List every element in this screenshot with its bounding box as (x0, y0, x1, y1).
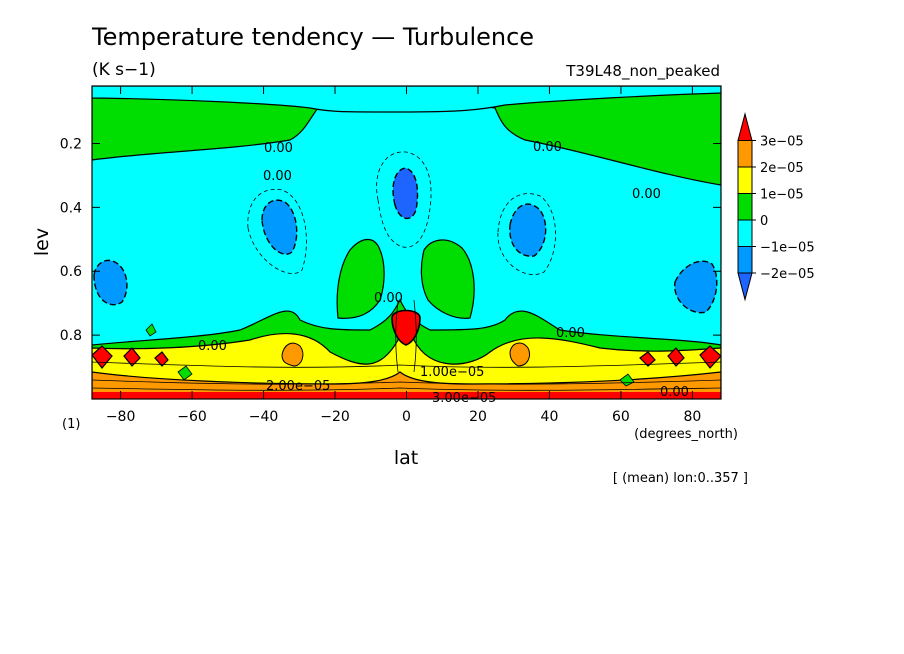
x-tick-label: 80 (683, 409, 701, 425)
negative-contour (247, 188, 307, 274)
y-axis: 0.2 0.4 0.6 0.8 (60, 136, 721, 344)
positive-region-center-right (420, 239, 475, 319)
x-tick-label: −60 (177, 409, 207, 425)
contour-label: 0.00 (533, 140, 562, 155)
contour-label: 0.00 (374, 291, 403, 306)
contour-field (92, 86, 721, 399)
positive-region-center-left (336, 238, 385, 319)
colorbar-label: 0 (760, 214, 768, 229)
negative-core-far-left (93, 259, 128, 306)
x-axis-units: (degrees_north) (634, 427, 738, 442)
footnote: [ (mean) lon:0..357 ] (613, 471, 748, 486)
y-axis-title: lev (31, 228, 53, 256)
negative-contour (376, 151, 432, 248)
positive-region-orange-left (281, 342, 304, 367)
y-tick-label: 0.8 (60, 328, 82, 344)
x-tick-label: 40 (541, 409, 559, 425)
y-tick-label: 0.2 (60, 136, 82, 152)
x-tick-label: −40 (249, 409, 279, 425)
positive-region-orange-right (509, 342, 531, 367)
colorbar-swatch (737, 219, 753, 247)
red-surface-diamonds (92, 345, 721, 369)
colorbar-label: 3e−05 (760, 135, 804, 150)
colorbar-swatch (737, 193, 753, 221)
contour-label: 0.00 (660, 385, 689, 400)
colorbar-bottom-arrow (737, 272, 753, 302)
negative-core-upper-center (392, 167, 419, 220)
negative-core-far-right (674, 260, 718, 314)
top-cyan-cap (92, 86, 721, 113)
negative-core-left (261, 199, 298, 255)
colorbar-swatch (737, 166, 753, 194)
x-tick-label: 20 (469, 409, 487, 425)
x-tick-label: 0 (402, 409, 411, 425)
contour-label: 1.00e−05 (420, 365, 484, 380)
colorbar-label: 2e−05 (760, 161, 804, 176)
x-tick-label: 60 (612, 409, 630, 425)
colorbar: 3e−05 2e−05 1e−05 0 −1e−05 −2e−05 (737, 112, 815, 302)
units-label: (K s−1) (92, 60, 156, 80)
contour-label: 2.00e−05 (266, 379, 330, 394)
colorbar-label: −1e−05 (760, 241, 815, 256)
x-axis-title: lat (394, 447, 418, 469)
colorbar-top-arrow (737, 112, 753, 141)
contour-label: 0.00 (263, 169, 292, 184)
colorbar-label: −2e−05 (760, 267, 815, 282)
negative-core-right (509, 203, 547, 257)
contour-label: 0.00 (556, 326, 585, 341)
contour-label: 0.00 (264, 141, 293, 156)
y-axis-units: (1) (62, 417, 80, 432)
y-tick-label: 0.6 (60, 264, 82, 280)
contour-label: 0.00 (632, 187, 661, 202)
negative-contour (497, 193, 556, 275)
contour-label: 3.00e−05 (432, 391, 496, 406)
colorbar-swatch (737, 140, 753, 168)
chart-title: Temperature tendency — Turbulence (91, 23, 534, 51)
run-label: T39L48_non_peaked (565, 62, 720, 81)
x-tick-label: −80 (106, 409, 136, 425)
y-tick-label: 0.4 (60, 200, 82, 216)
contour-label: 0.00 (198, 339, 227, 354)
x-tick-label: −20 (320, 409, 350, 425)
colorbar-swatch (737, 246, 753, 274)
x-axis: −80 −60 −40 −20 0 20 40 60 80 (106, 86, 701, 425)
colorbar-label: 1e−05 (760, 188, 804, 203)
